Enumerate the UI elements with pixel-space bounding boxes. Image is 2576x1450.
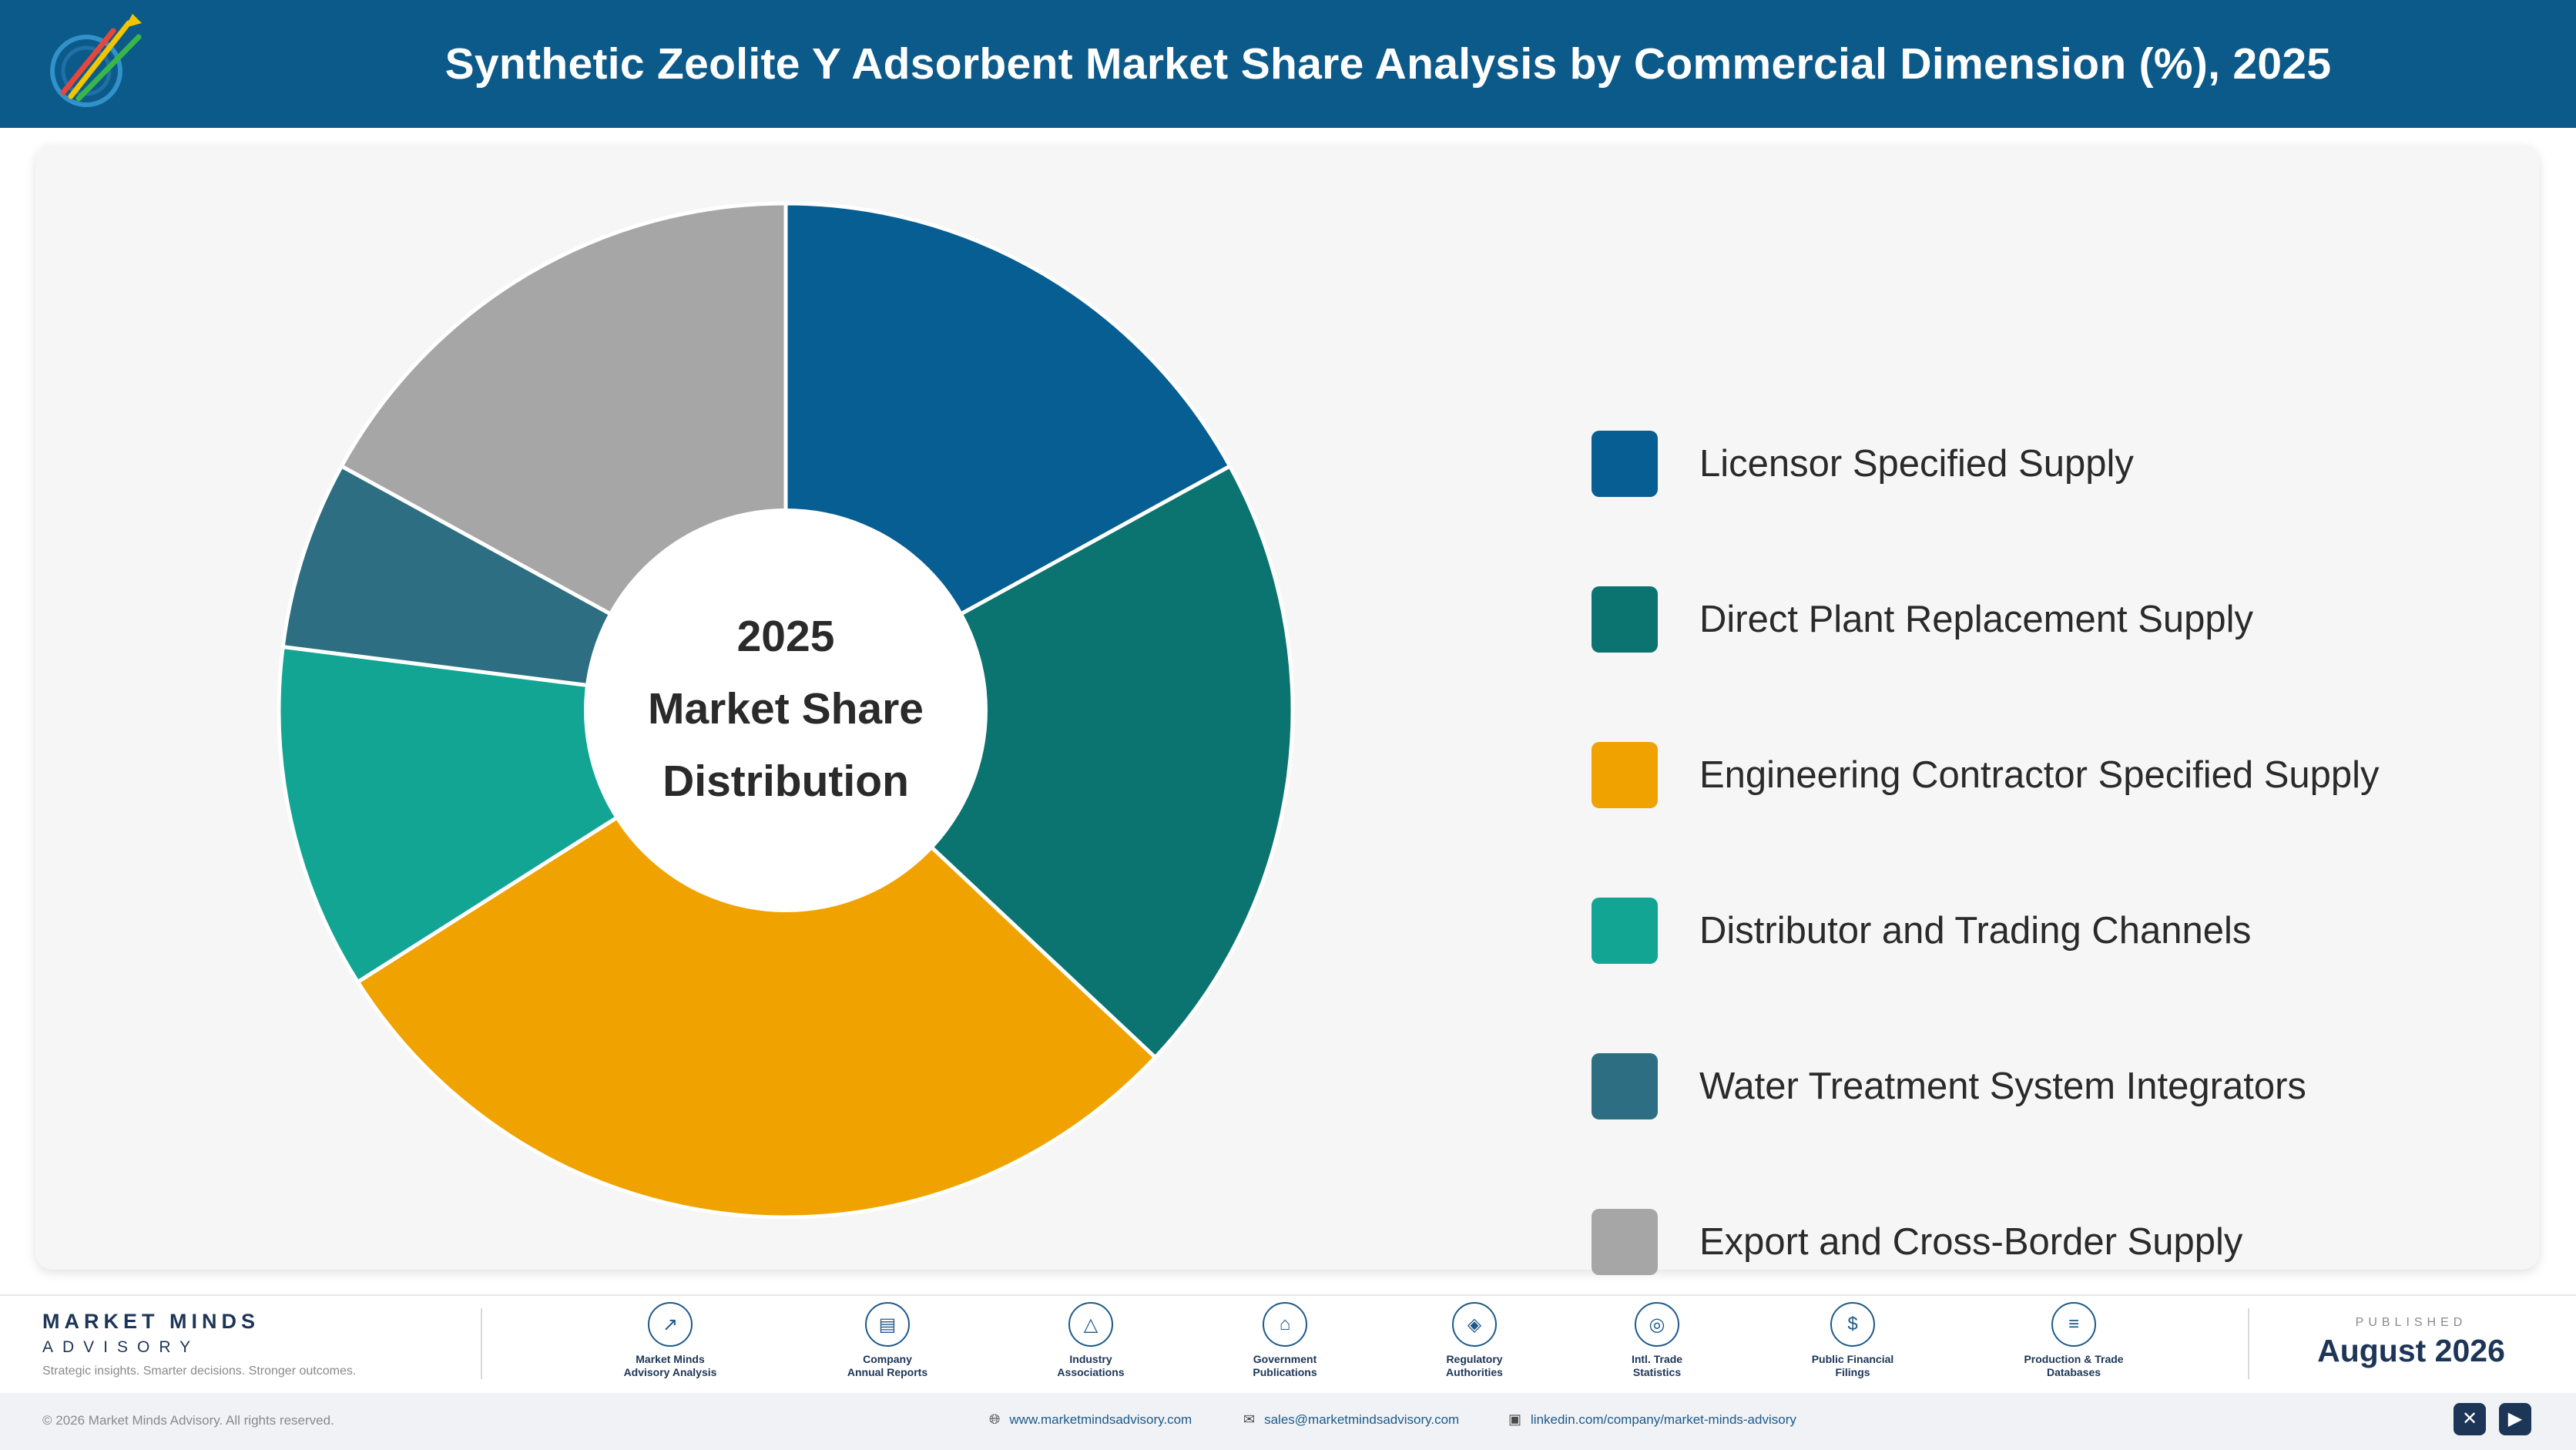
legend-swatch: [1592, 742, 1658, 808]
x-social-icon[interactable]: ✕: [2454, 1403, 2486, 1435]
footer-divider: [2248, 1308, 2249, 1379]
copyright-text: © 2026 Market Minds Advisory. All rights…: [42, 1413, 334, 1428]
legend-label: Export and Cross-Border Supply: [1699, 1221, 2243, 1263]
dollar-icon: $: [1830, 1302, 1875, 1347]
linkedin-text: linkedin.com/company/market-minds-adviso…: [1531, 1411, 1796, 1427]
source-item: ≡ Production & Trade Databases: [1997, 1302, 2151, 1379]
legend-swatch: [1592, 1209, 1658, 1275]
source-item: ⌂ Government Publications: [1208, 1302, 1362, 1379]
website-text: www.marketmindsadvisory.com: [1009, 1411, 1192, 1427]
source-item: $ Public Financial Filings: [1776, 1302, 1930, 1379]
government-building-icon: ⌂: [1263, 1302, 1307, 1347]
source-item: ◈ Regulatory Authorities: [1397, 1302, 1551, 1379]
center-text-year: 2025: [737, 612, 835, 661]
email-link[interactable]: ✉ sales@marketmindsadvisory.com: [1243, 1411, 1459, 1428]
chart-panel: 2025 Market Share Distribution Licensor …: [35, 145, 2539, 1275]
source-label: Public Financial Filings: [1811, 1353, 1894, 1378]
network-icon: △: [1068, 1302, 1113, 1347]
legend-swatch: [1592, 898, 1658, 964]
published-block: PUBLISHED August 2026: [2272, 1316, 2550, 1369]
legend-item: Direct Plant Replacement Supply: [1592, 586, 2253, 653]
database-icon: ≡: [2051, 1302, 2096, 1347]
source-label: Industry Associations: [1057, 1353, 1125, 1378]
donut-chart: 2025 Market Share Distribution: [277, 201, 1295, 1220]
legend-swatch: [1592, 431, 1658, 497]
source-label: Company Annual Reports: [847, 1353, 928, 1378]
legend-label: Distributor and Trading Channels: [1699, 910, 2252, 952]
source-label: Production & Trade Databases: [2024, 1353, 2124, 1378]
source-item: ↗ Market Minds Advisory Analysis: [593, 1302, 747, 1379]
legend-item: Distributor and Trading Channels: [1592, 897, 2251, 965]
youtube-social-icon[interactable]: ▶: [2499, 1403, 2531, 1435]
source-label: Intl. Trade Statistics: [1631, 1353, 1683, 1378]
logo-icon: [50, 14, 142, 107]
brand-block: MARKET MINDS ADVISORY Strategic insights…: [42, 1310, 356, 1378]
legend-item: Engineering Contractor Specified Supply: [1592, 741, 2380, 809]
document-icon: ▤: [865, 1302, 910, 1347]
website-link[interactable]: 🌐︎ www.marketmindsadvisory.com: [989, 1411, 1192, 1428]
legend-label: Direct Plant Replacement Supply: [1699, 599, 2254, 640]
source-item: ▤ Company Annual Reports: [810, 1302, 964, 1379]
chart-title: Synthetic Zeolite Y Adsorbent Market Sha…: [444, 39, 2332, 89]
published-date: August 2026: [2317, 1333, 2505, 1368]
center-text-line3: Distribution: [662, 757, 909, 806]
footer-bottom-bar: [0, 1393, 2576, 1450]
mail-icon: ✉: [1243, 1411, 1256, 1427]
brand-name: MARKET MINDS: [42, 1310, 260, 1333]
header-bar: Synthetic Zeolite Y Adsorbent Market Sha…: [0, 0, 2576, 128]
legend-swatch: [1592, 1053, 1658, 1119]
source-label: Market Minds Advisory Analysis: [623, 1353, 717, 1378]
slice-direct-plant-replacement-supply[interactable]: [782, 463, 1295, 1060]
email-text: sales@marketmindsadvisory.com: [1264, 1411, 1460, 1427]
source-label: Regulatory Authorities: [1446, 1353, 1503, 1378]
donut-hole: [584, 509, 988, 912]
footer-divider: [481, 1308, 482, 1379]
trend-chart-icon: ↗: [648, 1302, 693, 1347]
linkedin-link[interactable]: ▣ linkedin.com/company/market-minds-advi…: [1508, 1411, 1796, 1428]
globe-icon: 🌐︎: [989, 1411, 1001, 1427]
linkedin-icon: ▣: [1508, 1411, 1522, 1427]
legend-item: Export and Cross-Border Supply: [1592, 1208, 2242, 1276]
legend-swatch: [1592, 586, 1658, 653]
globe-icon: ◎: [1635, 1302, 1679, 1347]
slice-engineering-contractor-specified-supply[interactable]: [354, 707, 1159, 1220]
published-label: PUBLISHED: [2355, 1316, 2467, 1329]
brand-tagline: Strategic insights. Smarter decisions. S…: [42, 1364, 357, 1378]
legend-item: Water Treatment System Integrators: [1592, 1052, 2306, 1120]
brand-subtitle: ADVISORY: [42, 1338, 200, 1356]
legend-label: Water Treatment System Integrators: [1699, 1066, 2306, 1107]
shield-icon: ◈: [1452, 1302, 1497, 1347]
center-text-line2: Market Share: [648, 684, 924, 733]
source-item: △ Industry Associations: [1014, 1302, 1168, 1379]
source-label: Government Publications: [1253, 1353, 1317, 1378]
legend-label: Engineering Contractor Specified Supply: [1699, 754, 2380, 796]
legend-item: Licensor Specified Supply: [1592, 430, 2134, 498]
legend-label: Licensor Specified Supply: [1699, 443, 2134, 485]
source-item: ◎ Intl. Trade Statistics: [1580, 1302, 1734, 1379]
